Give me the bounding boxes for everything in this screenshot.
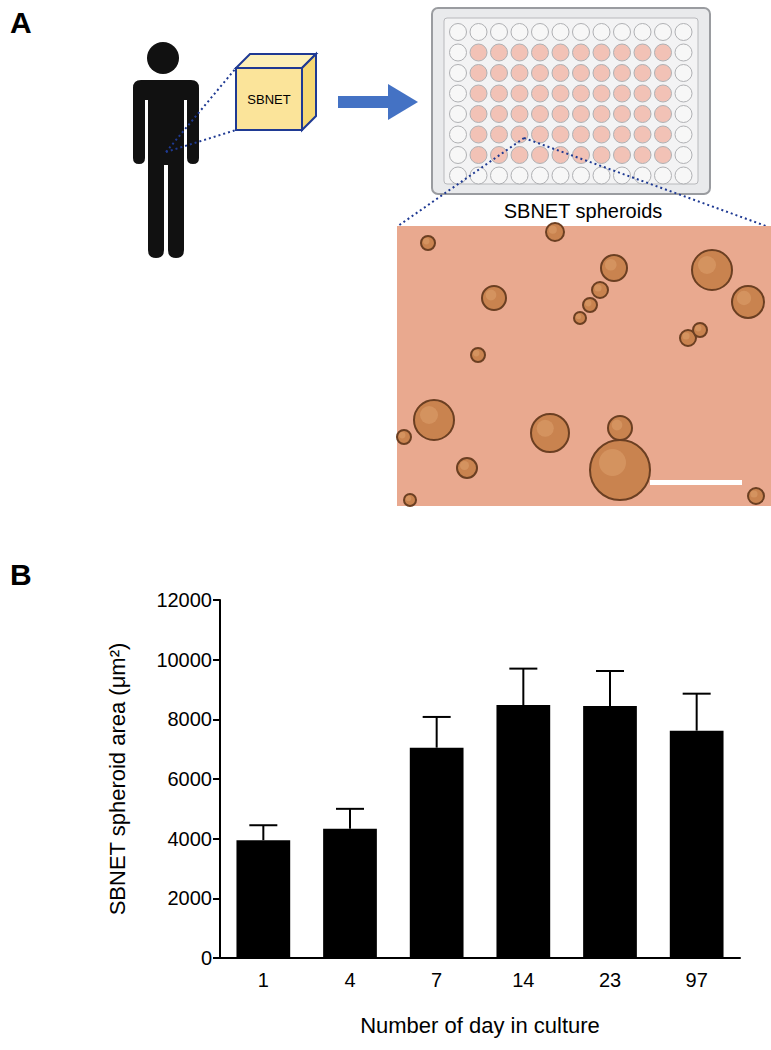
svg-text:Number of day in culture: Number of day in culture <box>360 1013 600 1038</box>
html-text:A: A <box>10 6 32 39</box>
svg-text:8000: 8000 <box>168 708 213 730</box>
svg-text:SBNET spheroids: SBNET spheroids <box>504 200 663 222</box>
svg-text:1: 1 <box>258 969 269 991</box>
svg-text:7: 7 <box>431 969 442 991</box>
svg-text:23: 23 <box>599 969 621 991</box>
svg-text:10000: 10000 <box>156 649 212 671</box>
svg-text:SBNET spheroid area (μm²): SBNET spheroid area (μm²) <box>105 643 130 916</box>
svg-text:12000: 12000 <box>156 589 212 611</box>
svg-text:SBNET: SBNET <box>247 92 290 107</box>
svg-text:97: 97 <box>686 969 708 991</box>
svg-text:4: 4 <box>344 969 355 991</box>
svg-text:2000: 2000 <box>168 887 213 909</box>
html-text:B: B <box>10 558 32 591</box>
svg-text:4000: 4000 <box>168 828 213 850</box>
svg-text:0: 0 <box>201 947 212 969</box>
svg-text:6000: 6000 <box>168 768 213 790</box>
svg-text:14: 14 <box>512 969 534 991</box>
